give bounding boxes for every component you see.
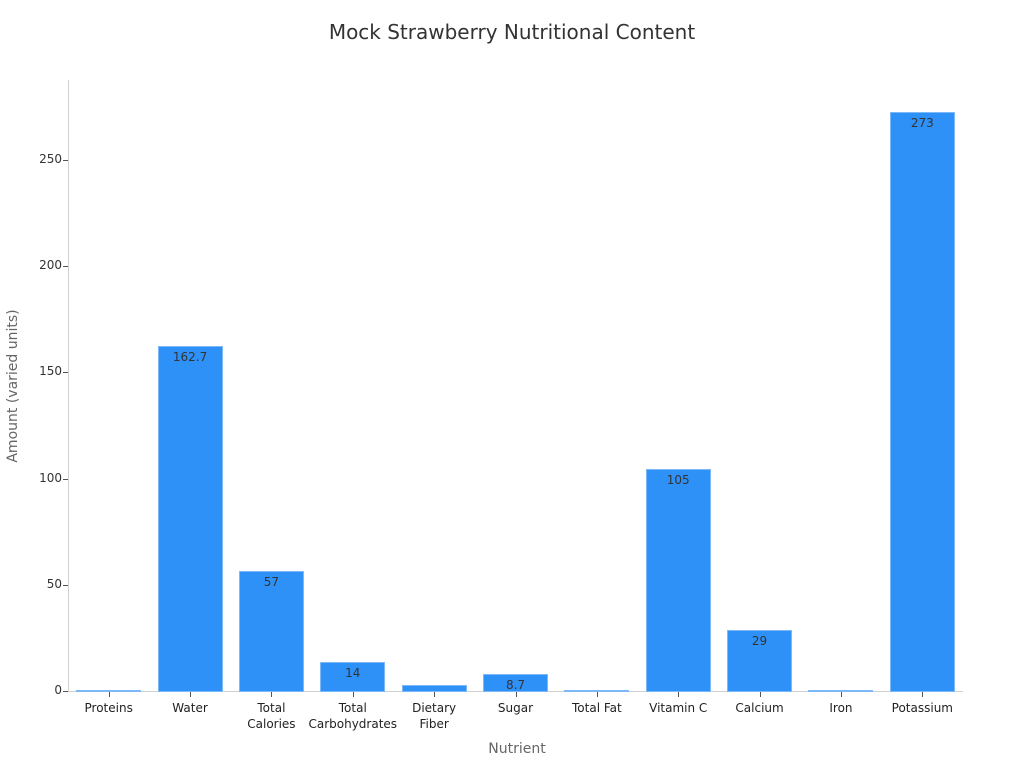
x-tick-label: Potassium [891, 701, 953, 715]
y-tick-label: 50 [46, 576, 62, 591]
x-tick-label: Dietary Fiber [412, 701, 457, 731]
x-tick-label: Sugar [497, 701, 534, 715]
x-tick-label: Vitamin C [649, 701, 708, 715]
y-tick-label: 0 [54, 683, 62, 697]
bar[interactable]: 273 [889, 112, 955, 692]
y-tick-mark [63, 372, 68, 374]
bar-value-label: 14 [345, 666, 361, 681]
y-tick-mark [63, 691, 68, 692]
x-tick-label: Total Carbohydrates [308, 701, 398, 731]
x-tick-label: Total Fat [572, 701, 622, 715]
x-tick-label: Calcium [735, 701, 784, 715]
y-axis-title: Amount (varied units) [5, 309, 21, 463]
x-tick-mark [108, 692, 110, 697]
chart-title: Mock Strawberry Nutritional Content [328, 20, 696, 44]
bar-value-label: 105 [666, 472, 690, 487]
bar-value-label: 8.7 [505, 677, 526, 692]
bar[interactable]: 29 [727, 630, 793, 692]
y-tick-label: 200 [39, 258, 62, 273]
bar-value-label: 162.7 [172, 350, 208, 365]
x-tick-mark [678, 692, 680, 697]
bar[interactable]: 8.7 [482, 673, 549, 692]
bar[interactable]: 57 [238, 570, 304, 692]
x-tick-mark [352, 692, 354, 697]
bar-value-label: 273 [910, 116, 934, 131]
y-tick-mark [63, 160, 68, 161]
bar[interactable] [401, 684, 467, 692]
y-tick-mark [63, 266, 68, 268]
y-tick-label: 150 [39, 364, 62, 379]
x-tick-mark [922, 692, 924, 697]
x-tick-mark [759, 692, 761, 697]
y-tick-label: 100 [39, 470, 62, 485]
x-tick-label: Proteins [84, 701, 133, 715]
x-axis-title: Nutrient [488, 741, 546, 757]
x-tick-mark [596, 692, 598, 697]
bar[interactable]: 14 [320, 662, 386, 692]
x-tick-mark [515, 692, 517, 697]
bar[interactable]: 105 [645, 468, 711, 692]
bar-value-label: 57 [263, 574, 280, 589]
x-tick-mark [271, 692, 273, 697]
x-tick-label: Water [172, 701, 208, 715]
bar[interactable] [76, 689, 142, 692]
x-tick-mark [840, 692, 842, 697]
bar[interactable] [808, 690, 874, 692]
y-tick-mark [63, 584, 68, 586]
bar[interactable]: 162.7 [157, 346, 223, 692]
y-tick-mark [63, 478, 68, 480]
x-tick-mark [434, 692, 436, 697]
bar-value-label: 29 [751, 634, 768, 649]
y-axis-line [68, 80, 69, 692]
x-tick-label: Total Calories [247, 701, 296, 731]
bar[interactable] [564, 690, 630, 692]
x-tick-mark [190, 692, 192, 697]
x-tick-label: Iron [829, 701, 853, 715]
y-tick-label: 250 [39, 152, 62, 166]
